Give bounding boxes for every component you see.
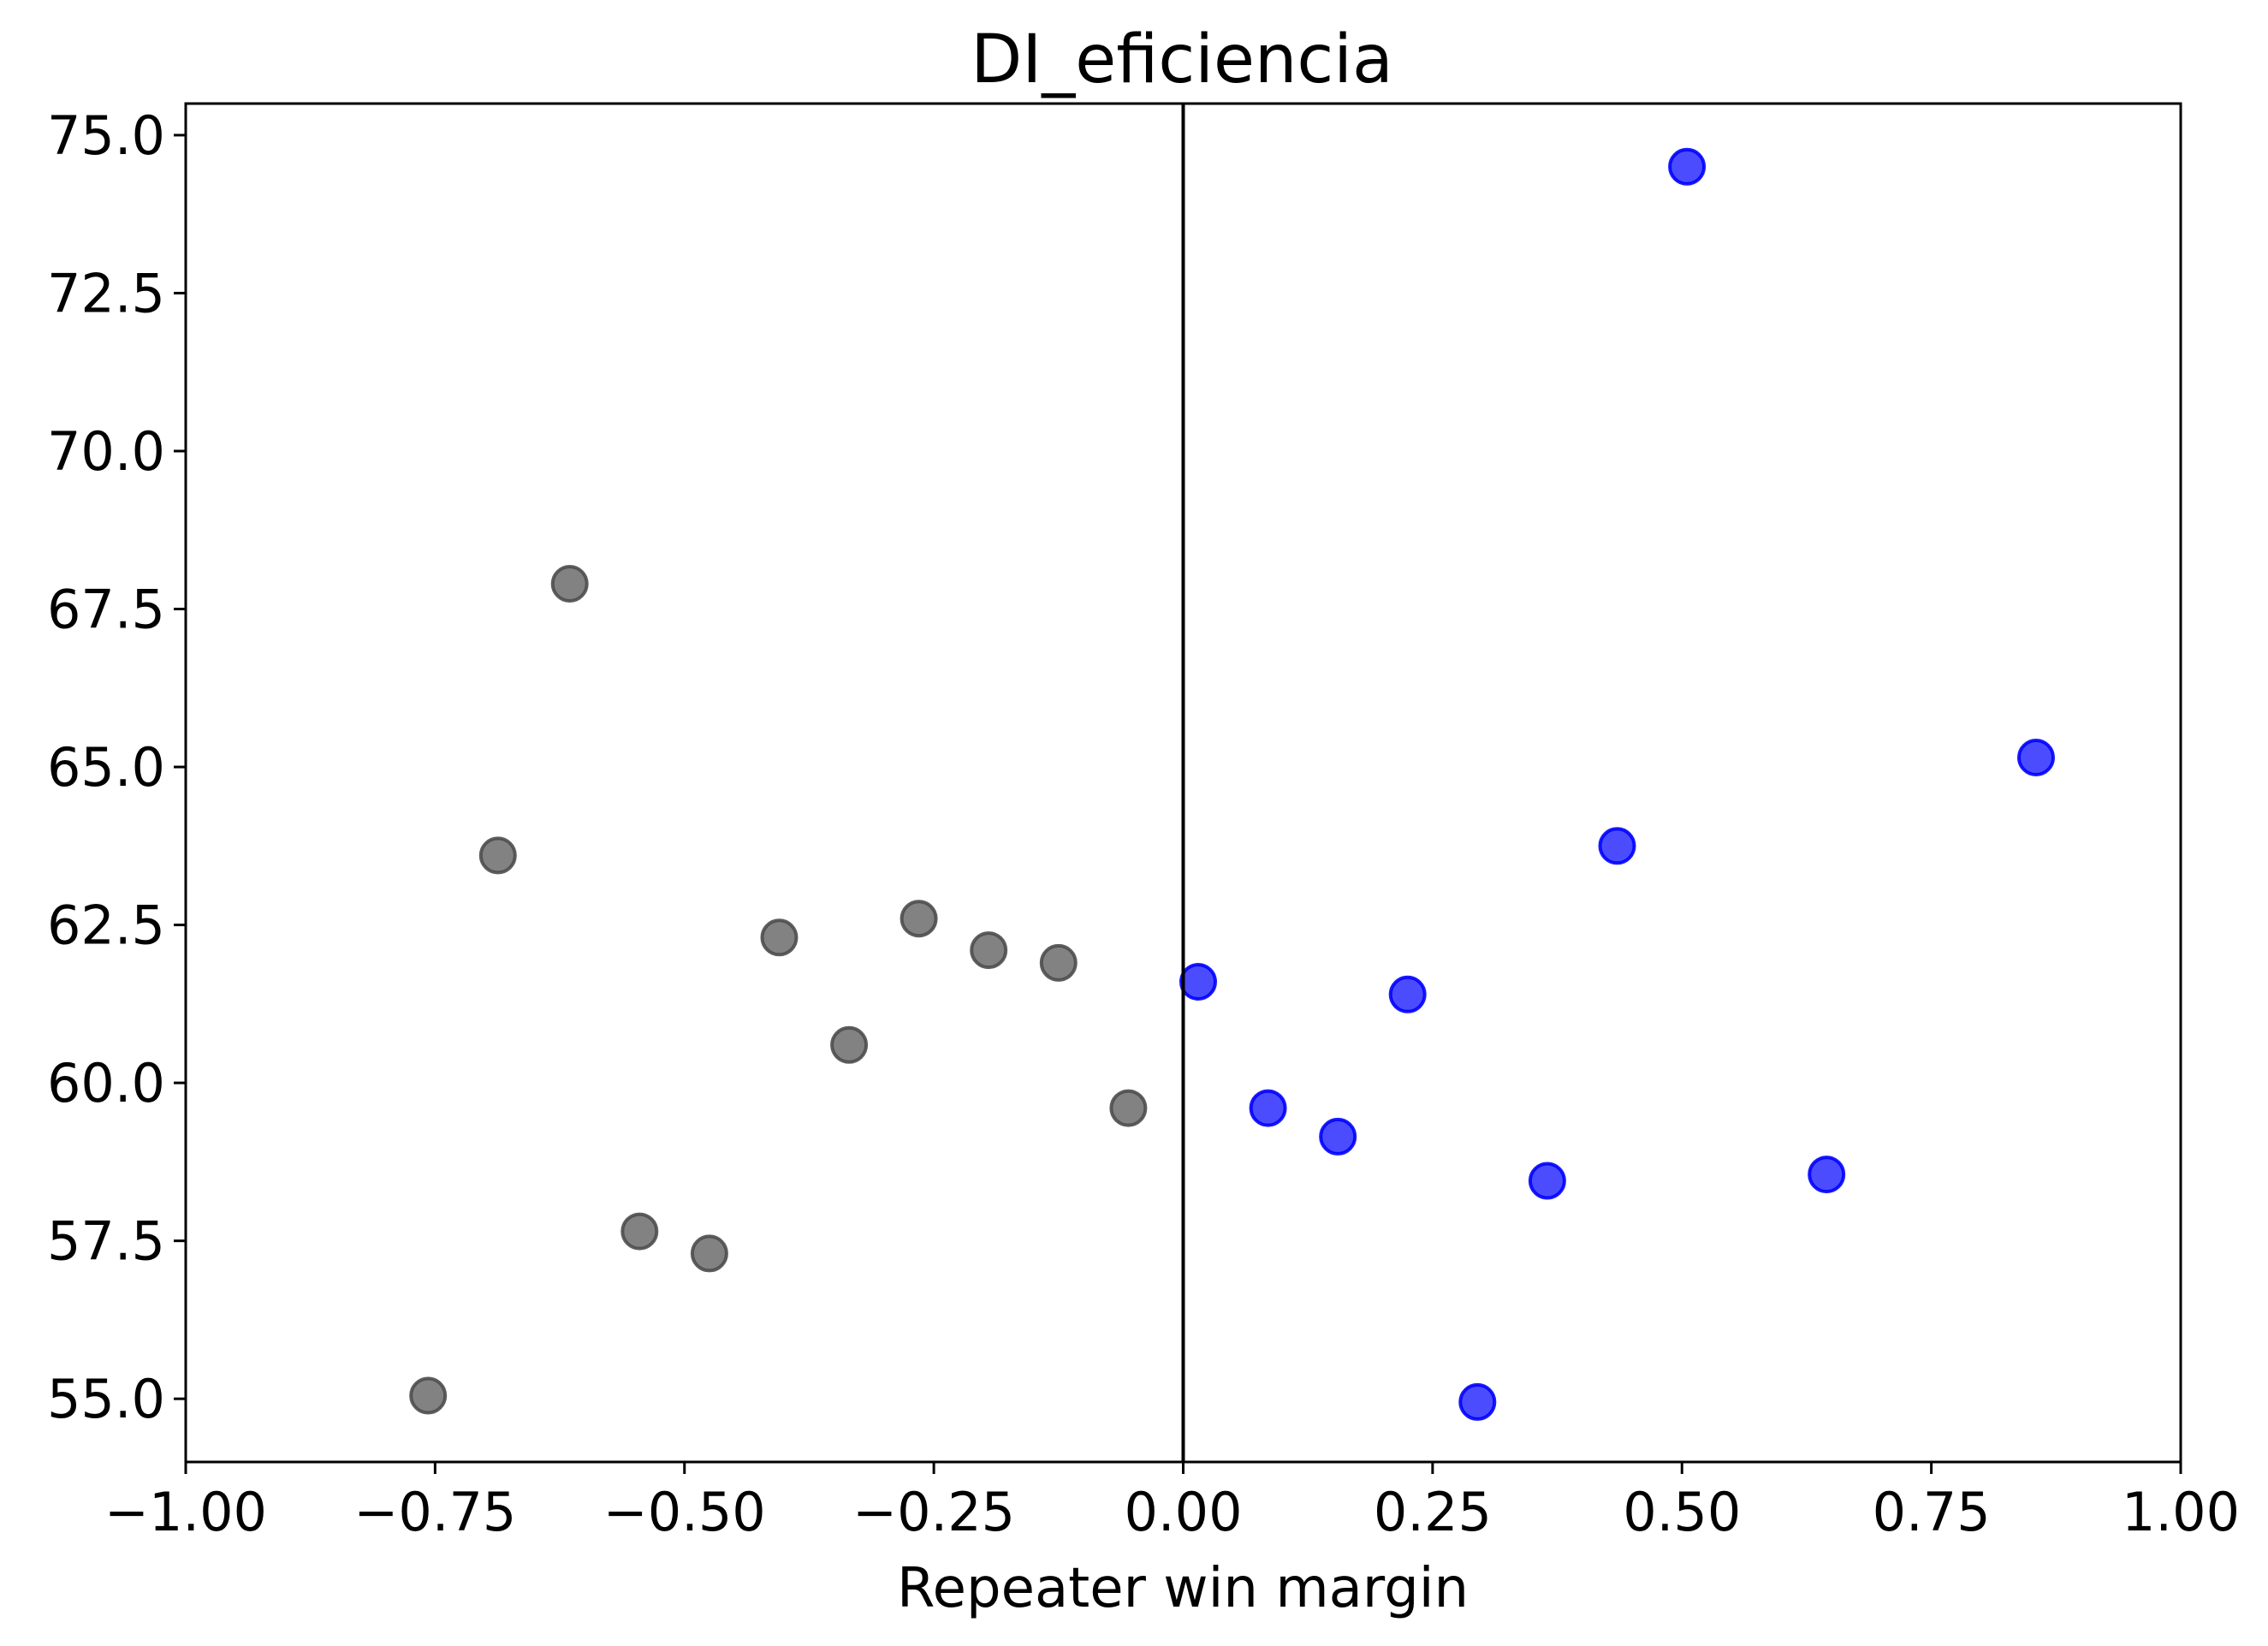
data-point <box>830 1025 869 1064</box>
y-tick-label: 57.5 <box>47 1210 165 1273</box>
x-tick-label: 0.25 <box>1374 1481 1492 1543</box>
data-point <box>1528 1162 1566 1200</box>
x-axis-label: Repeater win margin <box>897 1557 1469 1620</box>
y-tick-label: 75.0 <box>47 104 165 167</box>
data-point <box>1179 963 1217 1001</box>
data-point <box>1598 827 1636 865</box>
x-tick-label: 0.50 <box>1623 1481 1741 1543</box>
points-layer <box>409 147 2055 1421</box>
y-tick-label: 72.5 <box>47 262 165 324</box>
x-tick-label: −0.75 <box>353 1481 516 1543</box>
data-point <box>1249 1089 1287 1127</box>
data-point <box>550 565 589 603</box>
y-tick-label: 65.0 <box>47 736 165 799</box>
data-point <box>970 931 1008 970</box>
data-point <box>478 836 517 875</box>
y-axis-ticks: 55.0 57.5 60.0 62.5 65.0 67.5 70.0 72.5 75.0 <box>47 104 186 1430</box>
data-point <box>1388 975 1427 1013</box>
data-point <box>1319 1117 1357 1156</box>
data-point <box>1109 1089 1148 1127</box>
x-axis-ticks: −1.00 −0.75 −0.50 −0.25 0.00 0.25 0.50 0.75 1.00 <box>104 1462 2240 1543</box>
y-tick-label: 55.0 <box>47 1368 165 1430</box>
x-tick-label: −0.25 <box>852 1481 1015 1543</box>
data-point <box>1039 943 1078 982</box>
x-tick-label: 1.00 <box>2122 1481 2240 1543</box>
data-point <box>899 900 938 938</box>
data-point <box>760 918 799 957</box>
data-point <box>1458 1382 1497 1421</box>
y-tick-label: 70.0 <box>47 420 165 483</box>
data-point <box>409 1376 448 1415</box>
x-tick-label: 0.75 <box>1873 1481 1991 1543</box>
chart-title: DI_eficiencia <box>971 21 1393 98</box>
x-tick-label: −0.50 <box>603 1481 766 1543</box>
data-point <box>2017 739 2055 776</box>
y-tick-label: 62.5 <box>47 894 165 957</box>
y-tick-label: 67.5 <box>47 579 165 641</box>
x-tick-label: −1.00 <box>104 1481 267 1543</box>
data-point <box>620 1212 659 1251</box>
data-point <box>1668 147 1707 186</box>
y-tick-label: 60.0 <box>47 1052 165 1114</box>
x-tick-label: 0.00 <box>1124 1481 1242 1543</box>
data-point <box>1808 1156 1846 1194</box>
data-point <box>690 1234 728 1273</box>
